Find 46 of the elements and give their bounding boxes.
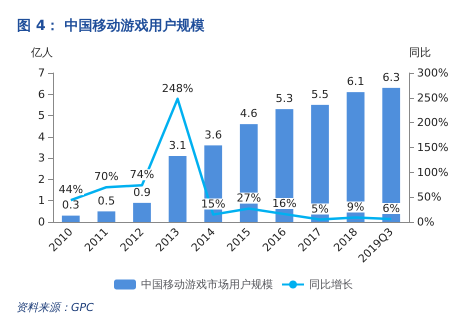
y-tick-label: 1	[38, 194, 45, 208]
y2-tick-label: 100%	[417, 166, 448, 179]
data-label: 4.6	[240, 107, 258, 120]
y2-axis-title: 同比	[409, 46, 431, 59]
data-label: 0.3	[62, 198, 80, 212]
data-label: 6.1	[346, 75, 364, 88]
chart-title: 图 4： 中国移动游戏用户规模	[17, 17, 206, 34]
data-label: 0.5	[98, 194, 116, 208]
data-label: 44%	[58, 183, 84, 196]
bar	[168, 156, 186, 222]
y-tick-label: 6	[38, 88, 45, 101]
y2-tick-label: 200%	[417, 116, 448, 130]
legend-label: 同比增长	[309, 278, 353, 291]
data-label: 9%	[346, 200, 364, 214]
y-tick-label: 0	[38, 216, 45, 228]
data-label: 3.6	[204, 128, 222, 142]
data-label: 5.5	[311, 88, 329, 101]
y-tick-label: 3	[38, 152, 45, 165]
data-label: 15%	[200, 198, 226, 211]
data-label: 27%	[236, 192, 262, 205]
bar	[133, 202, 151, 222]
data-label: 16%	[272, 197, 297, 210]
data-label: 0.9	[133, 186, 151, 199]
data-label: 70%	[94, 170, 119, 184]
y-tick-label: 7	[38, 66, 45, 80]
data-label: 5.3	[276, 92, 294, 106]
text: 资料来源：GPC	[16, 301, 94, 314]
data-label: 3.1	[168, 139, 186, 152]
data-label: 6.3	[382, 70, 400, 84]
bar	[62, 216, 80, 222]
bar	[98, 211, 116, 222]
y2-tick-label: 250%	[417, 91, 448, 104]
y2-tick-label: 300%	[417, 66, 448, 80]
data-label: 6%	[382, 202, 400, 216]
data-label: 74%	[130, 168, 154, 182]
y2-tick-label: 0%	[417, 216, 434, 228]
y2-tick-label: 150%	[417, 141, 448, 154]
data-label: 248%	[162, 82, 194, 95]
bar	[346, 92, 364, 222]
y-axis-title: 亿人	[30, 46, 53, 59]
y-tick-label: 5	[38, 109, 45, 122]
y-tick-label: 4	[38, 130, 45, 144]
y-tick-label: 2	[38, 172, 45, 186]
legend-label: 中国移动游戏市场用户规模	[141, 278, 273, 291]
y2-tick-label: 50%	[417, 190, 442, 204]
data-label: 5%	[311, 202, 329, 216]
